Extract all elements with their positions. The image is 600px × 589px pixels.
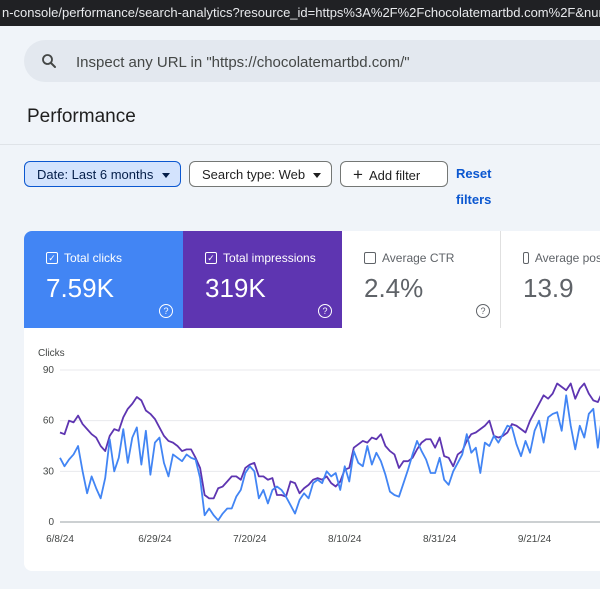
page-title: Performance <box>27 106 136 127</box>
add-filter-button[interactable]: + Add filter <box>340 161 448 187</box>
performance-chart: Clicks 0 30 60 90 6/8/24 6/29/24 7/20/24 8/10/24… <box>38 348 600 545</box>
date-filter-label: Date: Last 6 months <box>37 167 154 182</box>
y-tick-label: 90 <box>43 365 55 376</box>
y-tick-label: 60 <box>43 416 55 427</box>
y-tick-label: 0 <box>48 517 54 528</box>
x-tick-label: 6/29/24 <box>138 534 172 545</box>
x-tick-label: 6/8/24 <box>46 534 74 545</box>
plus-icon: + <box>353 165 363 184</box>
x-tick-label: 8/31/24 <box>423 534 457 545</box>
chevron-down-icon <box>162 173 170 178</box>
search-type-label: Search type: Web <box>202 167 306 182</box>
metric-label: Total impressions <box>223 251 316 265</box>
metric-value: 7.59K <box>46 273 114 303</box>
metric-value: 13.9 <box>523 273 574 303</box>
checkbox-unchecked-icon[interactable] <box>523 252 529 264</box>
url-inspection-search[interactable] <box>24 40 600 82</box>
checkbox-unchecked-icon[interactable] <box>364 252 376 264</box>
metric-value: 2.4% <box>364 273 424 303</box>
help-icon[interactable]: ? <box>476 304 490 318</box>
metric-total-clicks[interactable]: ✓ Total clicks 7.59K ? <box>24 231 183 328</box>
metric-average-ctr[interactable]: Average CTR 2.4% ? <box>342 231 501 328</box>
url-text: n-console/performance/search-analytics?r… <box>2 5 600 20</box>
metric-label: Average CTR <box>382 251 455 265</box>
add-filter-label: Add filter <box>368 168 421 183</box>
checkbox-checked-icon[interactable]: ✓ <box>205 252 217 264</box>
x-tick-label: 7/20/24 <box>233 534 267 545</box>
checkbox-checked-icon[interactable]: ✓ <box>46 252 58 264</box>
search-type-chip[interactable]: Search type: Web <box>189 161 332 187</box>
series-line-impressions <box>59 382 600 500</box>
performance-card: ✓ Total clicks 7.59K ? ✓ Total impressions… <box>24 231 600 571</box>
metric-total-impressions[interactable]: ✓ Total impressions 319K ? <box>183 231 342 328</box>
x-tick-label: 8/10/24 <box>328 534 362 545</box>
metric-label: Total clicks <box>64 251 123 265</box>
metric-value: 319K <box>205 273 266 303</box>
header-divider <box>0 144 600 145</box>
search-input[interactable] <box>74 48 558 76</box>
date-filter-chip[interactable]: Date: Last 6 months <box>24 161 181 187</box>
x-tick-label: 9/21/24 <box>518 534 552 545</box>
metric-label: Average position <box>534 251 600 265</box>
y-axis-label: Clicks <box>38 348 65 359</box>
search-icon <box>42 54 56 68</box>
metric-average-position[interactable]: Average position 13.9 <box>501 231 600 328</box>
reset-filters-link[interactable]: Reset filters <box>456 166 492 207</box>
help-icon[interactable]: ? <box>318 304 332 318</box>
series-line-clicks <box>59 394 600 522</box>
chevron-down-icon <box>313 173 321 178</box>
help-icon[interactable]: ? <box>159 304 173 318</box>
browser-url-bar[interactable]: n-console/performance/search-analytics?r… <box>0 0 600 26</box>
y-tick-label: 30 <box>43 466 55 477</box>
